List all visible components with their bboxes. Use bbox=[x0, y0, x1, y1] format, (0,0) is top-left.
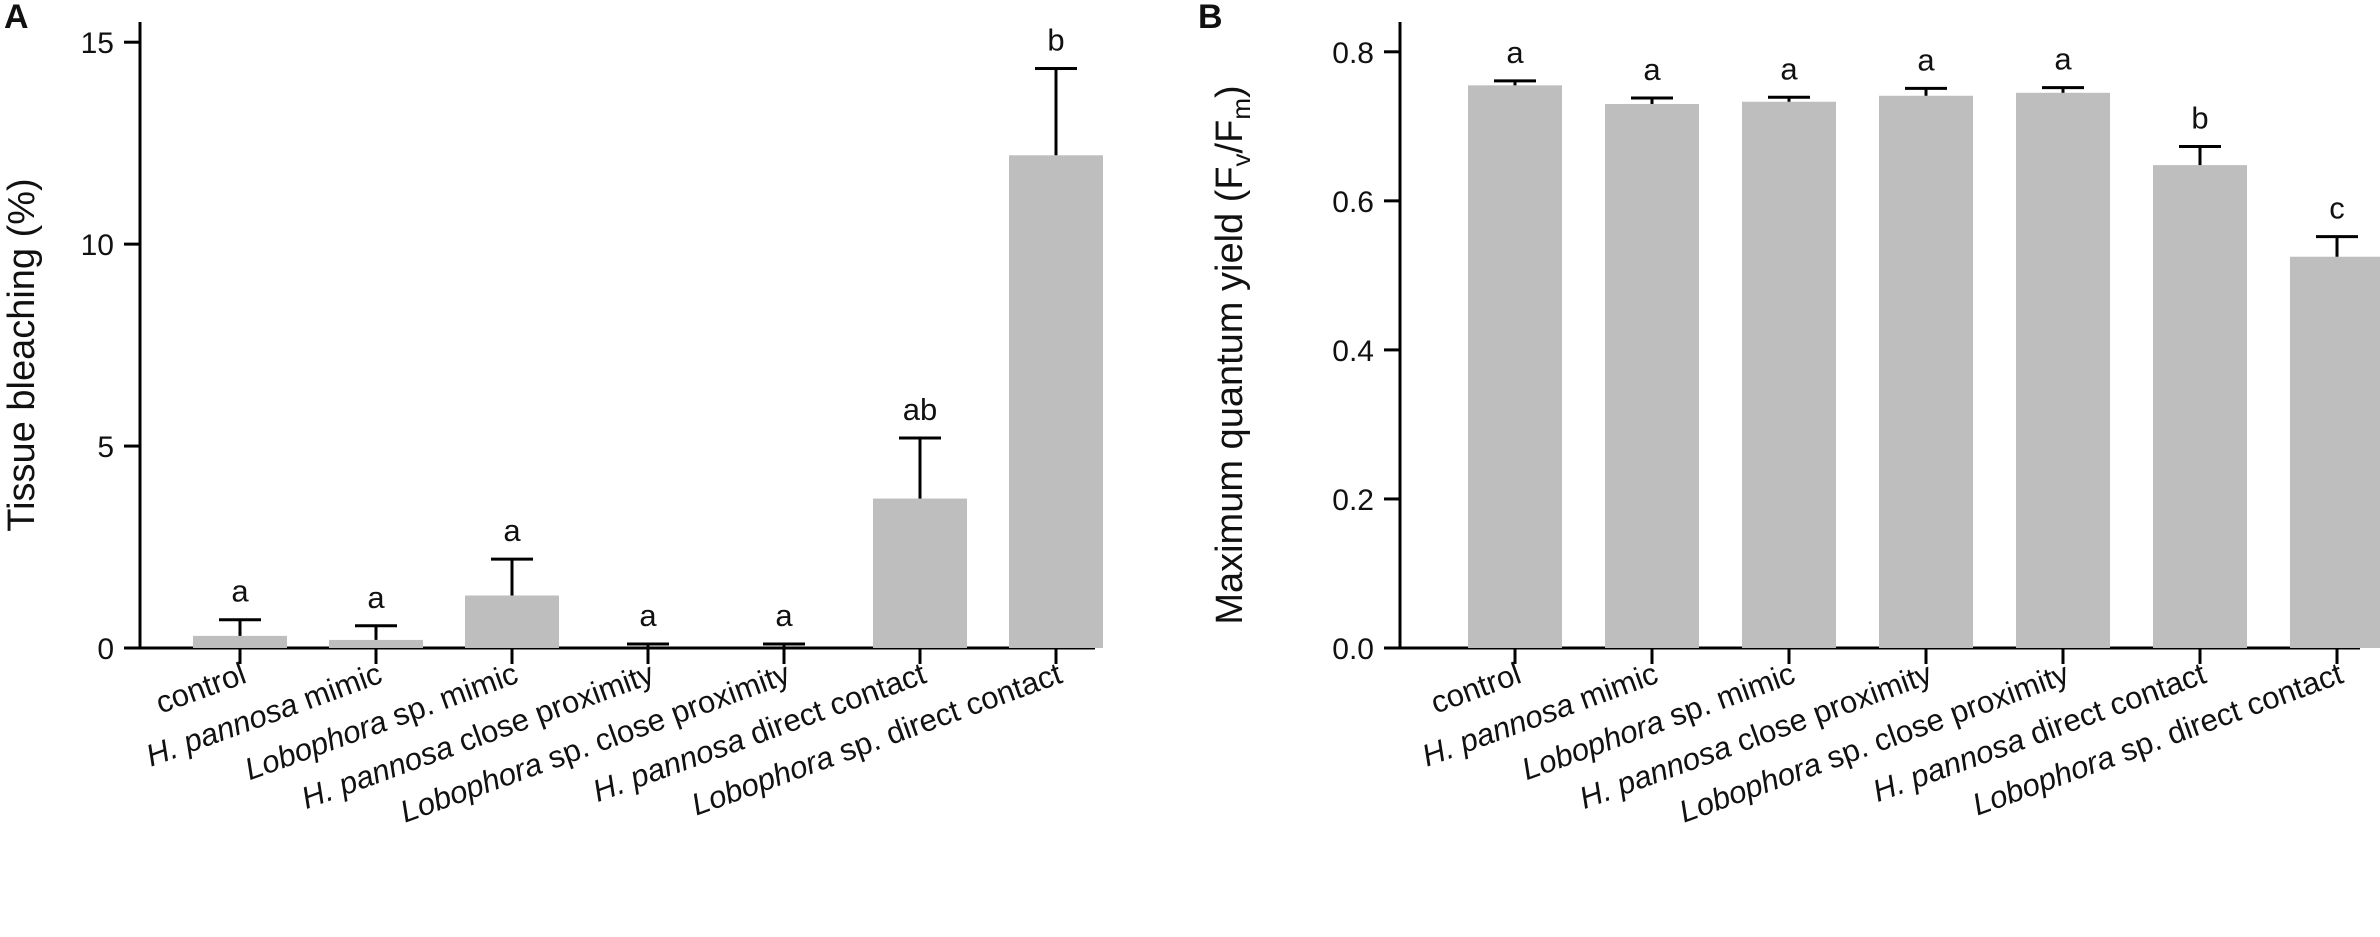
panel-b-significance-label: c bbox=[2329, 191, 2345, 226]
panel-a-significance-label: ab bbox=[903, 392, 937, 427]
panel-b-category-label-part: sp. direct contact bbox=[2107, 656, 2348, 772]
panel-b-y-label-mid: /F bbox=[1209, 120, 1251, 154]
panel-a-y-tick-label: 0 bbox=[97, 633, 114, 666]
panel-a-significance-label: a bbox=[639, 598, 657, 633]
panel-b-significance-label: a bbox=[1643, 52, 1661, 87]
panel-a-bar bbox=[329, 639, 423, 648]
panel-b-y-tick-label: 0.0 bbox=[1332, 633, 1374, 666]
panel-b-y-tick-label: 0.4 bbox=[1332, 335, 1374, 368]
panel-b-y-tick-label: 0.2 bbox=[1332, 484, 1374, 517]
panel-a-letter: A bbox=[4, 0, 29, 36]
panel-a-y-tick-label: 10 bbox=[81, 229, 114, 262]
panel-a-significance-label: a bbox=[367, 580, 385, 615]
panel-b-y-label-sub-m: m bbox=[1226, 98, 1256, 120]
panel-b-y-label-main: Maximum quantum yield (F bbox=[1209, 166, 1251, 624]
panel-b-chart: B Maximum quantum yield (Fv/Fm) 0.0 0.2 0.… bbox=[1198, 0, 2380, 829]
panel-b-bar bbox=[1605, 103, 1699, 648]
panel-b-significance-label: a bbox=[1780, 51, 1798, 86]
panel-a-bar bbox=[1009, 155, 1103, 649]
panel-a-category-label-part: sp. direct contact bbox=[826, 656, 1067, 772]
panel-b-significance-label: a bbox=[2054, 42, 2072, 77]
panel-b-significance-label: a bbox=[1917, 42, 1935, 77]
panel-b-bar bbox=[2153, 165, 2247, 649]
panel-b-y-tick-label: 0.8 bbox=[1332, 37, 1374, 70]
panel-a-y-tick-label: 5 bbox=[97, 431, 114, 464]
panel-a-y-tick-label: 15 bbox=[81, 27, 114, 60]
panel-b-letter: B bbox=[1198, 0, 1223, 36]
panel-a-bar bbox=[193, 635, 287, 648]
panel-b-y-axis-label: Maximum quantum yield (Fv/Fm) bbox=[1209, 85, 1256, 624]
panel-a-y-axis-label: Tissue bleaching (%) bbox=[1, 178, 43, 531]
panel-b-y-label-end: ) bbox=[1209, 85, 1251, 98]
panel-a-significance-label: a bbox=[503, 513, 521, 548]
panel-b-bar bbox=[1468, 85, 1562, 649]
panel-b-y-label-sub-v: v bbox=[1226, 153, 1256, 166]
panel-b-bar bbox=[1742, 101, 1836, 648]
panel-a-significance-label: b bbox=[1047, 22, 1064, 57]
panel-b-bar bbox=[2016, 92, 2110, 649]
panel-b-y-tick-label: 0.6 bbox=[1332, 186, 1374, 219]
panel-b-bar bbox=[1879, 95, 1973, 649]
panel-b-significance-label: b bbox=[2191, 100, 2208, 135]
panel-b-bar bbox=[2290, 256, 2380, 648]
panel-a-significance-label: a bbox=[775, 598, 793, 633]
panel-a-bar bbox=[465, 595, 559, 648]
panel-a-significance-label: a bbox=[231, 574, 249, 609]
panel-a-bar bbox=[873, 498, 967, 648]
panel-b-significance-label: a bbox=[1506, 35, 1524, 70]
